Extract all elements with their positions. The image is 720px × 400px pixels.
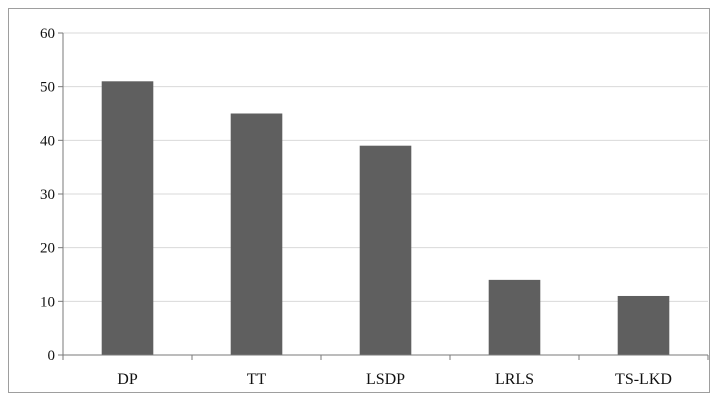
x-tick-label-ts-lkd: TS-LKD xyxy=(615,371,672,388)
y-tick-label-30: 30 xyxy=(40,187,55,203)
y-tick-label-20: 20 xyxy=(40,241,55,257)
x-tick-label-tt: TT xyxy=(247,371,267,388)
bar-lsdp xyxy=(359,145,412,355)
gridlines xyxy=(63,32,708,302)
x-tick-label-lsdp: LSDP xyxy=(366,371,405,388)
y-tick-label-10: 10 xyxy=(40,294,55,310)
bar-dp xyxy=(101,81,154,356)
y-tick-label-40: 40 xyxy=(40,133,55,149)
x-tick-label-lrls: LRLS xyxy=(495,371,534,388)
y-tick-label-0: 0 xyxy=(48,348,56,364)
bars xyxy=(101,81,670,356)
bar-lrls xyxy=(488,279,541,355)
bar-tt xyxy=(230,113,283,355)
y-tick-label-60: 60 xyxy=(40,26,55,42)
axes xyxy=(58,32,709,360)
x-tick-label-dp: DP xyxy=(117,371,138,388)
y-tick-label-50: 50 xyxy=(40,80,55,96)
axis-labels: 0 10 20 30 40 50 60 DP TT LSDP LRLS TS-LKD xyxy=(40,26,672,388)
bar-ts-lkd xyxy=(617,295,670,355)
